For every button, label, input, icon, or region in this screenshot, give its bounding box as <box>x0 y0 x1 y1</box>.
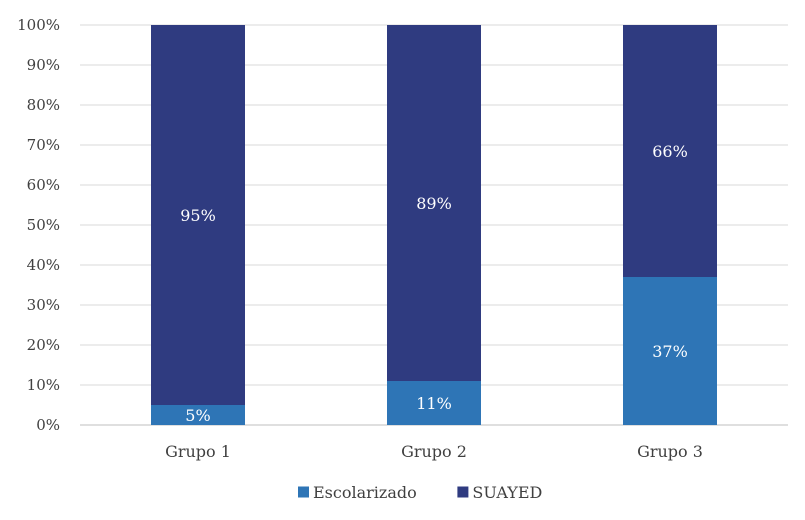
y-tick-label: 20% <box>27 336 60 354</box>
category-label: Grupo 1 <box>165 442 231 461</box>
bar-segment <box>623 277 717 425</box>
y-tick-label: 40% <box>27 256 60 274</box>
bar-segment <box>623 25 717 277</box>
y-tick-label: 90% <box>27 56 60 74</box>
x-axis-category-labels: Grupo 1 Grupo 2 Grupo 3 <box>165 442 703 461</box>
y-tick-label: 10% <box>27 376 60 394</box>
y-tick-label: 80% <box>27 96 60 114</box>
bar-segment <box>151 25 245 405</box>
y-tick-label: 30% <box>27 296 60 314</box>
bar-segment <box>387 381 481 425</box>
legend-swatch <box>298 486 309 498</box>
data-label: 89% <box>416 194 452 213</box>
y-axis-tick-labels: 0% 10% 20% 30% 40% 50% 60% 70% 80% 90% 100% <box>17 16 60 434</box>
category-label: Grupo 3 <box>637 442 703 461</box>
category-label: Grupo 2 <box>401 442 467 461</box>
y-tick-label: 50% <box>27 216 60 234</box>
bar-segment <box>387 25 481 381</box>
data-label: 5% <box>185 406 210 425</box>
data-label: 11% <box>416 394 452 413</box>
legend-label: Escolarizado <box>313 483 417 502</box>
bar-segment <box>151 405 245 425</box>
legend: Escolarizado SUAYED <box>298 483 542 502</box>
data-label: 66% <box>652 142 688 161</box>
bars <box>151 25 717 425</box>
data-label: 37% <box>652 342 688 361</box>
y-tick-label: 70% <box>27 136 60 154</box>
data-labels: 5% 95% 11% 89% 37% 66% <box>180 142 688 425</box>
y-tick-label: 100% <box>17 16 60 34</box>
data-label: 95% <box>180 206 216 225</box>
y-tick-label: 60% <box>27 176 60 194</box>
y-tick-label: 0% <box>36 416 60 434</box>
legend-label: SUAYED <box>472 483 542 502</box>
legend-swatch <box>457 486 469 498</box>
